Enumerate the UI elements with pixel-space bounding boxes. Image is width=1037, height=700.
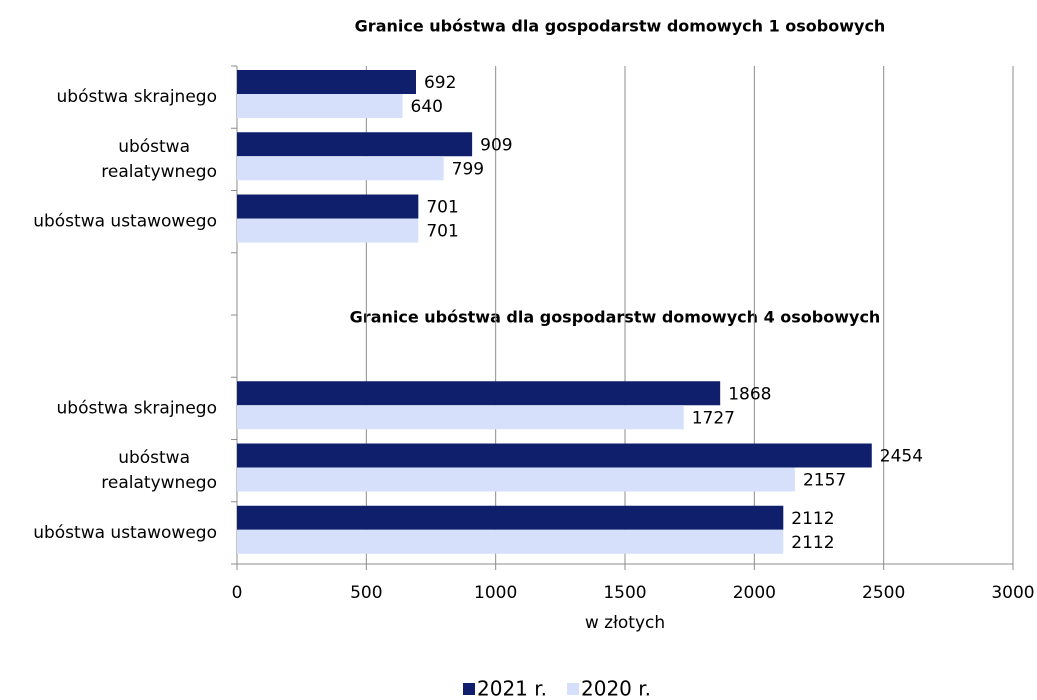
legend-label: 2021 r. (477, 677, 547, 700)
y-tick-label: ubóstwa ustawowego (33, 212, 217, 232)
bar (237, 467, 795, 492)
value-label: 2112 (791, 533, 834, 553)
value-label: 701 (426, 222, 458, 242)
bar (237, 156, 444, 181)
x-tick-label: 1000 (474, 583, 517, 603)
y-tick-label: ubóstwa realatywnego (101, 448, 217, 493)
legend-swatch (463, 683, 475, 695)
value-label: 1868 (728, 384, 771, 404)
value-label: 1727 (692, 408, 735, 428)
value-label: 640 (411, 97, 443, 117)
value-label: 692 (424, 73, 456, 93)
bar (237, 132, 473, 157)
x-axis-label: w złotych (585, 613, 665, 633)
x-tick-label: 2500 (862, 583, 905, 603)
bar (237, 381, 721, 406)
value-label: 909 (480, 135, 512, 155)
x-tick-label: 1500 (603, 583, 646, 603)
value-label: 2112 (791, 509, 834, 529)
value-label: 701 (426, 198, 458, 218)
bar (237, 70, 416, 94)
x-tick-label: 0 (232, 583, 243, 603)
chart-title: Granice ubóstwa dla gospodarstw domowych… (355, 17, 886, 36)
bar (237, 405, 684, 430)
y-tick-label: ubóstwa ustawowego (33, 523, 217, 543)
bar (237, 94, 403, 118)
panel-title: Granice ubóstwa dla gospodarstw domowych… (350, 308, 881, 327)
legend-label: 2020 r. (581, 677, 651, 700)
bar (237, 194, 419, 219)
y-tick-label: ubóstwa realatywnego (101, 137, 217, 182)
bar (237, 443, 872, 468)
bar (237, 529, 784, 554)
value-label: 799 (452, 159, 484, 179)
x-tick-label: 500 (350, 583, 382, 603)
bar (237, 505, 784, 530)
legend-swatch (567, 683, 579, 695)
value-label: 2157 (803, 471, 846, 491)
x-tick-label: 2000 (733, 583, 776, 603)
value-label: 2454 (880, 447, 923, 467)
y-tick-label: ubóstwa skrajnego (57, 87, 217, 107)
bar (237, 218, 419, 243)
x-tick-label: 3000 (991, 583, 1034, 603)
y-tick-label: ubóstwa skrajnego (57, 398, 217, 418)
